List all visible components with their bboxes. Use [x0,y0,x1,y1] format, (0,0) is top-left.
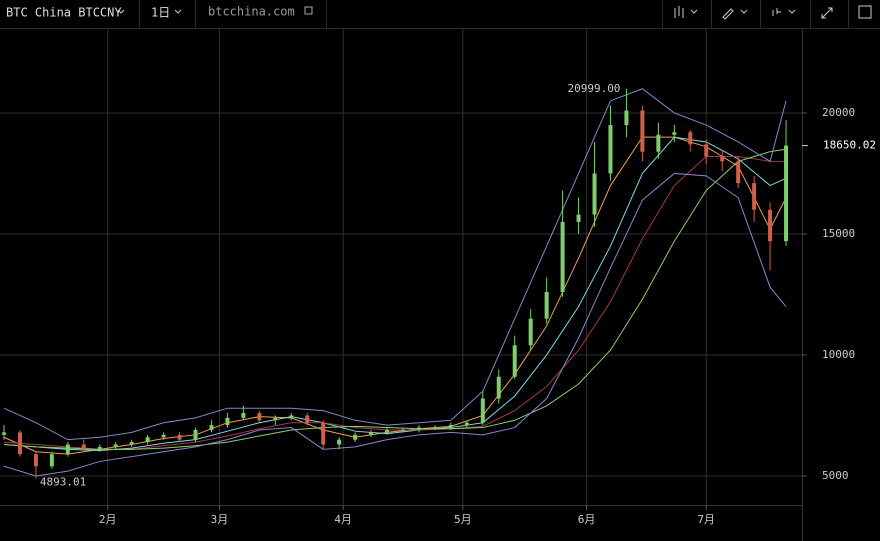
candle-body [560,221,565,293]
candle-body [480,398,485,423]
price-annotation: 4893.01 [40,476,86,489]
candle-body [544,292,549,319]
y-tick-label: 15000 [822,227,855,240]
screenshot-button[interactable] [858,5,872,19]
candle-body [400,429,405,431]
candle-body [672,132,677,135]
y-tick-label: 10000 [822,348,855,361]
candle-body [688,132,693,145]
x-tick-label: 7月 [697,513,715,526]
candle-body [385,429,390,433]
indicator-line [3,88,787,441]
candle-body [784,145,789,242]
candle-body [225,417,230,426]
y-tick-label: 20000 [822,106,855,119]
candle-body [241,413,246,418]
chart-style-button[interactable] [674,6,698,18]
candle-body [337,439,342,445]
y-tick-label: 5000 [822,469,849,482]
candle-body [161,434,166,438]
toolbar: BTC China BTCCNY 1日 btcchina.com [0,0,880,29]
external-icon[interactable] [304,6,313,15]
fullscreen-button[interactable] [821,7,833,19]
candle-body [640,110,645,152]
candle-body [33,454,38,467]
candle-body [257,413,262,421]
candle-body [496,376,501,399]
candle-body [305,415,310,423]
candle-body [528,318,533,346]
candle-body [432,427,437,429]
candle-body [656,134,661,152]
last-price-box [803,137,880,154]
candle-body [129,442,134,445]
dropdown-icon [174,9,182,14]
candle-body [608,125,613,174]
site-link[interactable]: btcchina.com [208,5,295,19]
candle-body [1,432,6,435]
candle-body [448,425,453,428]
x-tick-label: 5月 [454,513,472,526]
candle-body [97,446,102,450]
candle-body [592,173,597,215]
price-annotation: 20999.00 [567,82,620,95]
candle-body [273,417,278,421]
candle-body [416,427,421,430]
indicator-button[interactable] [772,8,796,16]
symbol[interactable]: BTC China BTCCNY [6,6,122,20]
dropdown-icon [117,9,125,14]
candle-body [736,161,741,184]
candle-body [145,437,150,443]
candle-body [321,422,326,445]
candle-body [768,209,773,242]
indicator-line [3,172,787,477]
candle-body [177,434,182,440]
candle-body [81,444,86,450]
candle-body [17,432,22,455]
candle-body [720,156,725,162]
candle-body [49,454,54,467]
candle-body [65,444,70,455]
x-tick-label: 6月 [578,513,596,526]
x-tick-label: 4月 [334,513,352,526]
last-price-label: 18650.02 [823,139,876,152]
candle-body [512,345,517,377]
candle-body [113,444,118,447]
candle-body [209,425,214,430]
candle-body [624,110,629,126]
candle-body [576,214,581,222]
candle-body [752,183,757,210]
interval[interactable]: 1日 [151,6,170,20]
candle-body [289,415,294,418]
candle-body [369,432,374,435]
candle-body [353,434,358,440]
candle-body [464,422,469,426]
candle-body [704,144,709,157]
candle-body [193,429,198,440]
draw-button[interactable] [722,8,748,20]
x-tick-label: 3月 [211,513,229,526]
x-tick-label: 2月 [99,513,117,526]
